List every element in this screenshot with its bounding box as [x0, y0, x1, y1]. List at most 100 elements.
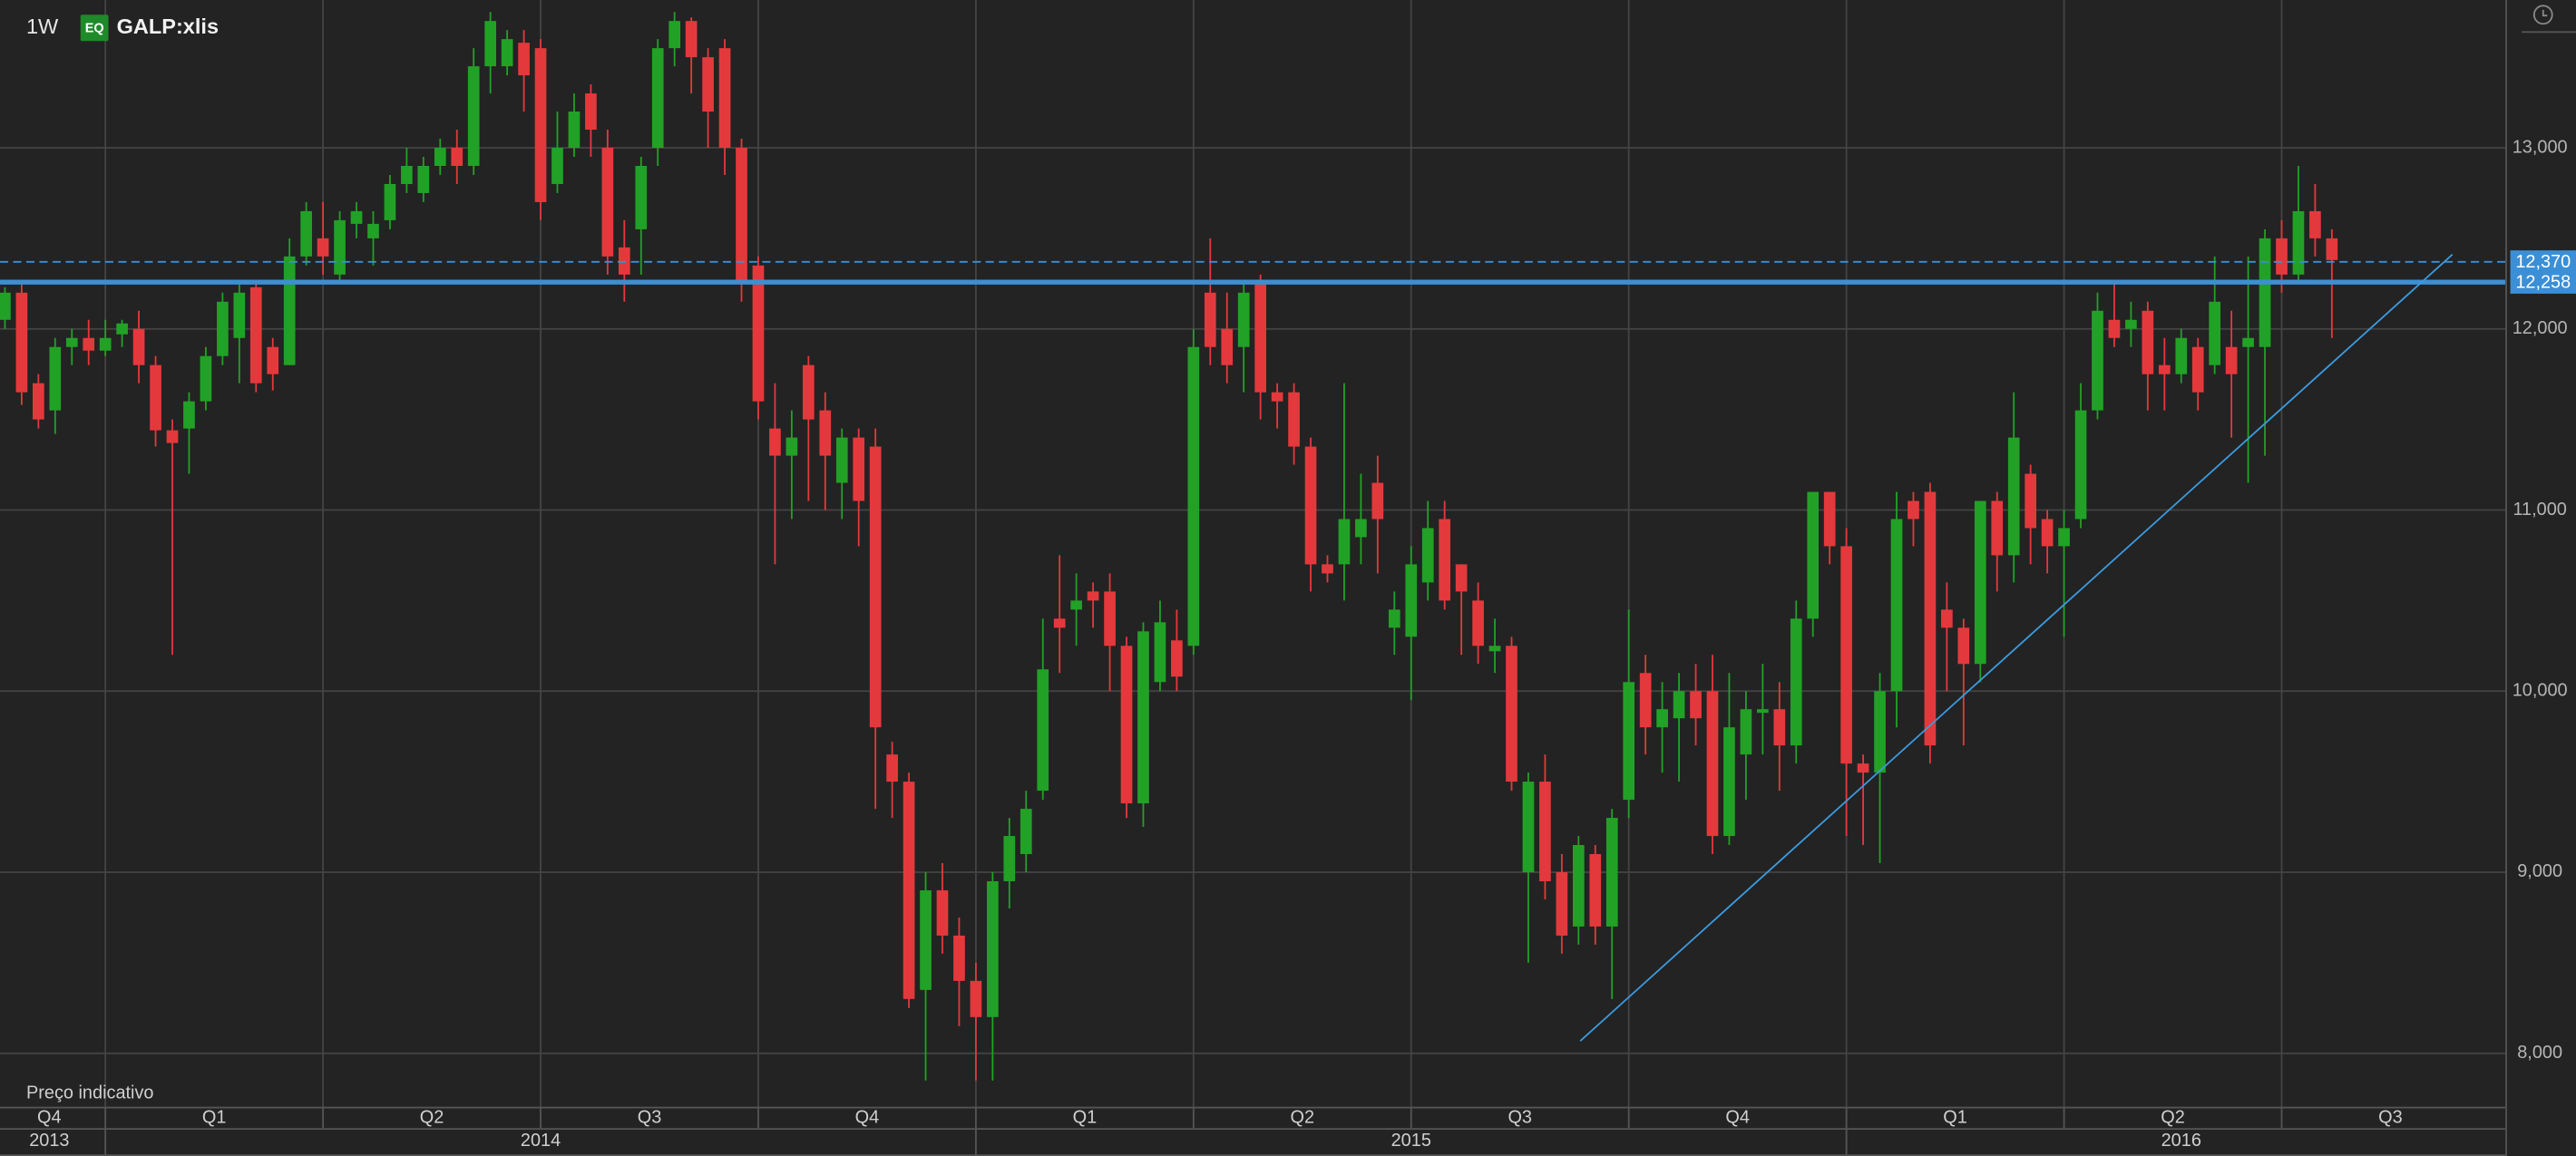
candle-body: [1439, 519, 1451, 601]
candle-body: [267, 346, 279, 374]
x-tick-label: Q2: [1291, 1108, 1315, 1128]
candle-body: [1605, 818, 1618, 927]
badge: EQ: [85, 22, 104, 36]
candle-body: [769, 428, 781, 456]
candle-body: [1874, 691, 1886, 773]
candle-body: [1237, 292, 1250, 347]
candle-body: [1857, 763, 1869, 773]
candle-body: [1690, 691, 1702, 719]
candle-body: [283, 256, 296, 365]
candle-body: [501, 39, 513, 67]
year-label: 2016: [2161, 1131, 2201, 1151]
candle-body: [651, 48, 664, 148]
trendline: [1579, 253, 2454, 1042]
symbol[interactable]: GALP:xlis: [117, 15, 219, 38]
candle-body: [0, 292, 11, 320]
y-tick-label: 10,000: [2513, 681, 2568, 701]
x-tick-label: Q1: [1073, 1108, 1098, 1128]
candle-body: [1371, 482, 1384, 520]
candle-body: [936, 889, 949, 936]
year-label: 2015: [1391, 1131, 1431, 1151]
x-tick-label: Q2: [420, 1108, 444, 1128]
candle-body: [518, 43, 530, 76]
candle-body: [1154, 622, 1166, 683]
candle-body: [1673, 691, 1685, 719]
candle-body: [2058, 528, 2070, 547]
candle-body: [785, 437, 798, 456]
candle-body: [300, 210, 312, 257]
price-label-bg: [2510, 270, 2576, 294]
candle-body: [2242, 337, 2254, 347]
candle-body: [1723, 727, 1735, 837]
candle-body: [1957, 627, 1970, 665]
candle-body: [1639, 673, 1652, 728]
candle-body: [1991, 500, 2004, 556]
candle-body: [116, 323, 128, 335]
candle-body: [166, 430, 179, 443]
candle-body: [1104, 591, 1116, 646]
candle-body: [1120, 646, 1133, 804]
candle-body: [1506, 646, 1517, 782]
candle-body: [65, 337, 78, 347]
candle-body: [249, 287, 262, 384]
clock-icon[interactable]: [2522, 5, 2576, 34]
candle-body: [132, 328, 145, 365]
candle-body: [2108, 319, 2121, 338]
candle-body: [1908, 500, 1919, 520]
x-tick-label: Q4: [37, 1108, 62, 1128]
candle-body: [903, 782, 915, 999]
candle-body: [1790, 618, 1802, 746]
candle-body: [2276, 238, 2288, 275]
candle-body: [2041, 519, 2054, 547]
candle-body: [2007, 437, 2020, 556]
candle-body: [803, 364, 815, 420]
candle-body: [317, 238, 329, 257]
candle-body: [534, 48, 547, 202]
candle-body: [1304, 446, 1317, 565]
candle-body: [1757, 709, 1769, 714]
candle-body: [1271, 392, 1283, 402]
candle-body: [853, 437, 865, 501]
candle-body: [1823, 491, 1836, 547]
candle-body: [367, 223, 379, 238]
candle-body: [1087, 591, 1099, 601]
candle-body: [2074, 410, 2087, 520]
candle-body: [2259, 238, 2271, 347]
candle-body: [2175, 337, 2188, 374]
candle-body: [1924, 491, 1937, 746]
candle-body: [1840, 546, 1852, 764]
candle-body: [417, 165, 430, 193]
candle-body: [99, 337, 112, 351]
candle-body: [2025, 473, 2036, 529]
candle-body: [49, 346, 62, 411]
candle-body: [2209, 301, 2221, 365]
candle-body: [1807, 491, 1820, 619]
candle-body: [1589, 854, 1602, 927]
candle-body: [434, 147, 446, 166]
candle-body: [1706, 691, 1719, 837]
year-label: 2013: [29, 1131, 69, 1151]
x-tick-label: Q1: [1943, 1108, 1967, 1128]
candle-body: [1020, 809, 1032, 855]
candle-body: [1187, 346, 1200, 646]
candle-body: [1338, 519, 1351, 565]
candle-body: [1572, 845, 1585, 927]
candle-body: [987, 880, 999, 1017]
candle-body: [467, 66, 480, 166]
candle-body: [484, 21, 497, 67]
candle-body: [1455, 564, 1468, 592]
interval[interactable]: 1W: [26, 15, 59, 38]
candle-body: [183, 401, 195, 429]
overlays: [0, 253, 2506, 1042]
candle-body: [886, 754, 898, 782]
x-tick-label: Q4: [1725, 1108, 1750, 1128]
x-tick-label: Q3: [638, 1108, 662, 1128]
candle-body: [970, 980, 982, 1017]
candle-body: [1355, 519, 1367, 538]
candle-body: [819, 410, 832, 456]
y-tick-label: 9,000: [2517, 861, 2562, 881]
candle-body: [1388, 609, 1400, 628]
candle-body: [1070, 600, 1082, 610]
price-label: 12,258: [2515, 272, 2571, 292]
